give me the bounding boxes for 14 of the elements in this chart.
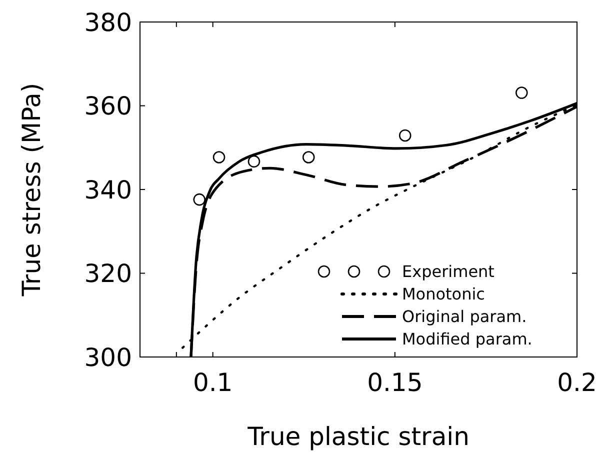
x-axis-title: True plastic strain: [246, 422, 470, 451]
y-tick-label: 380: [84, 8, 132, 37]
y-tick-label: 340: [84, 175, 132, 204]
legend-label: Monotonic: [402, 284, 485, 304]
x-tick-label: 0.1: [192, 368, 233, 397]
legend-label: Experiment: [402, 262, 494, 282]
x-tick-label: 0.2: [557, 368, 597, 397]
y-axis-title: True stress (MPa): [17, 82, 46, 298]
y-tick-label: 360: [84, 92, 132, 120]
legend-label: Original param.: [402, 307, 527, 326]
y-tick-label: 300: [84, 342, 132, 372]
y-tick-label: 320: [84, 259, 132, 288]
legend-label: Modified param.: [402, 330, 532, 349]
x-tick-label: 0.15: [367, 368, 423, 397]
